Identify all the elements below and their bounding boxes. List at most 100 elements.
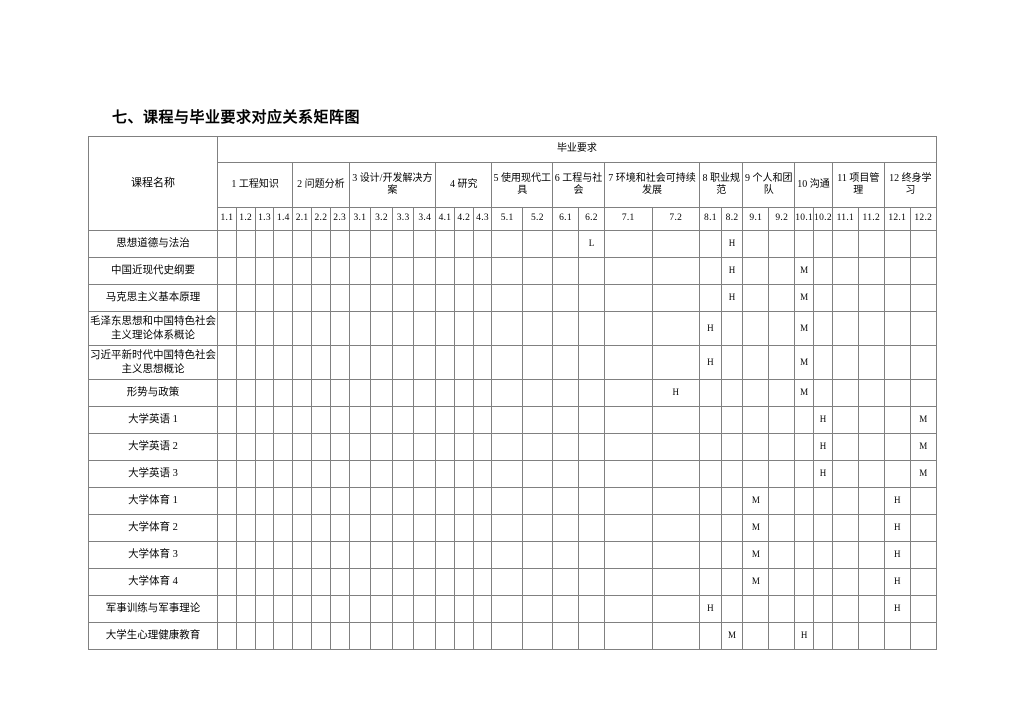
matrix-cell-9.1: M [742, 514, 770, 542]
matrix-cell-11.2 [857, 345, 885, 380]
header-group-2: 2 问题分析 [292, 162, 350, 208]
matrix-cell-1.4 [273, 460, 294, 488]
matrix-cell-4.2 [453, 284, 474, 312]
table-row: 大学体育 1 M H [88, 487, 937, 515]
matrix-cell-12.1: H [883, 514, 911, 542]
matrix-cell-8.2 [720, 487, 744, 515]
matrix-cell-6.1 [552, 568, 579, 596]
matrix-cell-4.3 [472, 311, 493, 346]
mark-level: M [800, 265, 809, 276]
matrix-cell-5.1 [491, 284, 523, 312]
matrix-cell-2.2 [310, 460, 331, 488]
matrix-table-container: 课程名称 毕业要求 1 工程知识 2 问题分析 3 设计/开发解决方案 4 研究 5 使… [88, 136, 937, 650]
matrix-cell-10.2 [813, 311, 833, 346]
matrix-cell-1.2 [235, 514, 256, 542]
matrix-cell-11.2 [857, 311, 885, 346]
matrix-cell-1.4 [273, 541, 294, 569]
matrix-cell-9.2 [768, 460, 796, 488]
matrix-cell-1.1 [217, 622, 237, 650]
matrix-cell-1.4 [273, 284, 294, 312]
matrix-cell-2.1 [292, 230, 312, 258]
matrix-cell-3.3 [391, 433, 415, 461]
mark-level: M [728, 630, 737, 641]
matrix-cell-10.1 [794, 595, 815, 623]
matrix-cell-8.2 [720, 311, 744, 346]
matrix-cell-8.2 [720, 406, 744, 434]
matrix-cell-9.1 [742, 257, 770, 285]
matrix-cell-4.2 [453, 345, 474, 380]
matrix-cell-3.3 [391, 311, 415, 346]
header-indicator-12.1: 12.1 [883, 207, 911, 231]
matrix-cell-1.4 [273, 514, 294, 542]
matrix-cell-3.3 [391, 284, 415, 312]
matrix-cell-7.2 [651, 514, 701, 542]
header-course-name: 课程名称 [88, 136, 218, 231]
matrix-cell-11.2 [857, 379, 885, 407]
matrix-cell-1.2 [235, 460, 256, 488]
matrix-cell-2.3 [329, 487, 350, 515]
matrix-cell-1.3 [254, 568, 275, 596]
matrix-cell-10.2 [813, 345, 833, 380]
matrix-cell-7.2 [651, 406, 701, 434]
matrix-cell-6.2 [577, 345, 605, 380]
matrix-cell-2.3 [329, 514, 350, 542]
matrix-cell-1.2 [235, 230, 256, 258]
matrix-cell-12.2 [909, 284, 937, 312]
matrix-cell-3.3 [391, 460, 415, 488]
matrix-cell-4.2 [453, 433, 474, 461]
mark-level: M [751, 576, 760, 587]
matrix-cell-6.1 [552, 622, 579, 650]
matrix-cell-4.3 [472, 568, 493, 596]
matrix-cell-4.3 [472, 284, 493, 312]
matrix-cell-3.1 [348, 541, 372, 569]
matrix-cell-3.1 [348, 433, 372, 461]
matrix-cell-5.1 [491, 568, 523, 596]
header-indicator-3.4: 3.4 [413, 207, 437, 231]
matrix-cell-2.1 [292, 568, 312, 596]
mark-level: M [919, 441, 928, 452]
matrix-cell-8.2 [720, 433, 744, 461]
matrix-cell-6.2 [577, 622, 605, 650]
matrix-cell-10.1 [794, 406, 815, 434]
matrix-cell-8.2 [720, 379, 744, 407]
matrix-cell-6.1 [552, 311, 579, 346]
header-indicator-5.2: 5.2 [521, 207, 554, 231]
matrix-cell-6.2 [577, 568, 605, 596]
matrix-cell-12.1: H [883, 487, 911, 515]
matrix-cell-2.3 [329, 406, 350, 434]
matrix-cell-2.2 [310, 345, 331, 380]
header-group-10: 10 沟通 [794, 162, 833, 208]
matrix-cell-1.3 [254, 595, 275, 623]
matrix-cell-8.2 [720, 595, 744, 623]
matrix-cell-2.1 [292, 433, 312, 461]
header-group-9: 9 个人和团队 [742, 162, 796, 208]
matrix-cell-9.2 [768, 230, 796, 258]
matrix-cell-6.2 [577, 541, 605, 569]
matrix-cell-10.2 [813, 595, 833, 623]
matrix-cell-10.2 [813, 622, 833, 650]
mark-level: H [800, 630, 808, 641]
matrix-cell-7.2 [651, 345, 701, 380]
matrix-cell-5.2 [521, 541, 554, 569]
matrix-cell-6.1 [552, 433, 579, 461]
matrix-cell-3.4 [413, 460, 437, 488]
matrix-cell-1.3 [254, 345, 275, 380]
course-name-cell: 习近平新时代中国特色社会主义思想概论 [88, 345, 218, 380]
table-row: 大学英语 1 H M [88, 406, 937, 434]
matrix-cell-2.1 [292, 284, 312, 312]
matrix-cell-11.1 [831, 284, 859, 312]
matrix-cell-9.1: M [742, 541, 770, 569]
mark-level: M [751, 522, 760, 533]
matrix-cell-3.2 [370, 230, 393, 258]
matrix-cell-2.1 [292, 514, 312, 542]
course-name-cell: 马克思主义基本原理 [88, 284, 218, 312]
matrix-cell-1.1 [217, 514, 237, 542]
matrix-cell-1.1 [217, 345, 237, 380]
matrix-cell-12.2 [909, 568, 937, 596]
matrix-cell-8.1 [699, 379, 722, 407]
matrix-cell-4.1 [435, 379, 455, 407]
header-indicator-10.1: 10.1 [794, 207, 815, 231]
matrix-cell-12.1 [883, 284, 911, 312]
matrix-cell-10.2 [813, 230, 833, 258]
matrix-cell-3.4 [413, 487, 437, 515]
